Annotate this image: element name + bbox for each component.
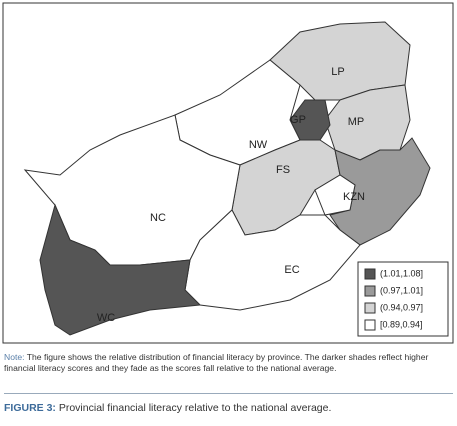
legend-swatch	[364, 319, 376, 331]
legend-swatch	[364, 285, 376, 297]
caption-text: Provincial financial literacy relative t…	[58, 402, 332, 414]
map: LP MP GP NW FS KZN NC EC WC (1.01,1.08] (0.97,1.0…	[2, 2, 454, 344]
province-label: EC	[284, 264, 299, 276]
caption-prefix: FIGURE 3:	[4, 402, 56, 414]
legend-swatch	[364, 302, 376, 314]
province-label: WC	[97, 312, 115, 324]
legend-label: (0.94,0.97]	[380, 302, 423, 312]
provinces	[23, 21, 431, 336]
province-label: NW	[249, 139, 268, 151]
note-text: The figure shows the relative distributi…	[4, 352, 429, 373]
province-label: GP	[290, 114, 306, 126]
province-label: FS	[276, 164, 290, 176]
province	[39, 203, 202, 336]
legend-label: (0.97,1.01]	[380, 285, 423, 295]
lesotho	[314, 174, 356, 216]
note: Note: The figure shows the relative dist…	[4, 352, 454, 374]
legend: (1.01,1.08] (0.97,1.01] (0.94,0.97] [0.89,0…	[364, 268, 423, 331]
divider	[4, 393, 453, 394]
province-label: NC	[150, 212, 166, 224]
note-prefix: Note:	[4, 352, 25, 362]
province-label: MP	[348, 116, 365, 128]
province-labels: LP MP GP NW FS KZN NC EC WC	[97, 66, 365, 324]
legend-swatch	[364, 268, 376, 280]
legend-label: [0.89,0.94]	[380, 319, 423, 329]
legend-label: (1.01,1.08]	[380, 268, 423, 278]
caption: FIGURE 3: Provincial financial literacy …	[4, 402, 454, 414]
province-label: KZN	[343, 191, 365, 203]
province-label: LP	[331, 66, 344, 78]
